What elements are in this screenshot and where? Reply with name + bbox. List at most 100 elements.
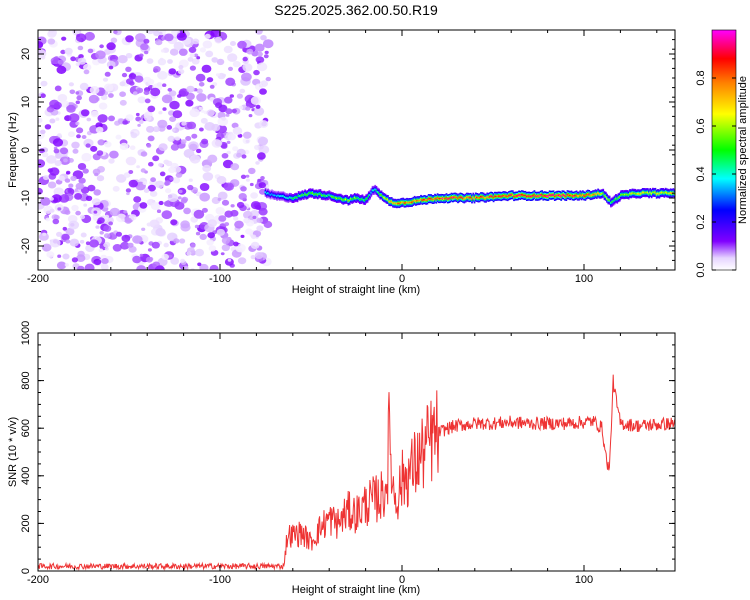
signal-cell (299, 195, 301, 197)
signal-cell (315, 193, 318, 195)
noise-blob (79, 214, 86, 220)
signal-cell (669, 192, 672, 194)
signal-cell (562, 194, 565, 196)
noise-blob (132, 255, 142, 264)
noise-blob (196, 88, 203, 94)
signal-cell (581, 194, 584, 196)
noise-blob (173, 41, 184, 51)
signal-cell (380, 194, 383, 196)
signal-cell (599, 193, 602, 195)
noise-blob (186, 121, 197, 130)
noise-blob (85, 143, 91, 148)
signal-cell (384, 197, 387, 199)
noise-blob (142, 181, 148, 185)
noise-blob (259, 88, 267, 95)
y-tick-label: 10 (20, 96, 32, 108)
noise-blob (258, 145, 270, 155)
noise-blob (68, 183, 74, 188)
noise-blob (161, 94, 173, 104)
noise-blob (93, 189, 101, 196)
signal-cell (595, 193, 598, 195)
noise-blob (140, 43, 149, 51)
signal-cell (394, 202, 397, 204)
noise-blob (180, 198, 188, 204)
signal-cell (580, 195, 583, 197)
noise-blob (108, 65, 114, 70)
noise-blob (158, 200, 164, 206)
signal-cell (638, 193, 640, 195)
signal-cell (264, 191, 267, 193)
noise-blob (224, 258, 234, 266)
signal-cell (421, 199, 424, 201)
signal-cell (276, 195, 278, 197)
noise-blob (220, 252, 225, 256)
noise-blob (100, 263, 109, 270)
noise-blob (188, 178, 193, 182)
signal-cell (584, 195, 587, 197)
signal-cell (583, 195, 585, 197)
signal-cell (342, 199, 345, 201)
noise-blob (106, 60, 116, 69)
noise-blob (109, 207, 121, 217)
noise-blob (128, 246, 137, 253)
signal-cell (322, 195, 324, 197)
noise-blob (62, 253, 70, 260)
signal-cell (450, 196, 453, 198)
noise-blob (151, 241, 160, 249)
signal-cell (379, 194, 382, 196)
signal-cell (485, 197, 487, 199)
noise-blob (68, 220, 80, 230)
noise-blob (221, 116, 227, 121)
y-tick-label: 800 (20, 371, 32, 389)
noise-blob (199, 183, 210, 191)
signal-cell (398, 203, 401, 205)
signal-cell (402, 201, 405, 203)
signal-cell (366, 197, 369, 199)
noise-blob (147, 135, 155, 142)
noise-blob (52, 218, 60, 225)
signal-cell (292, 197, 295, 200)
noise-blob (256, 225, 264, 232)
signal-cell (285, 197, 287, 199)
noise-blob (139, 253, 144, 257)
noise-blob (209, 84, 215, 89)
noise-blob (201, 138, 209, 145)
noise-blob (57, 94, 68, 102)
signal-cell (362, 199, 365, 201)
signal-cell (393, 202, 396, 204)
noise-blob (95, 50, 106, 60)
signal-cell (448, 198, 450, 200)
signal-cell (527, 195, 529, 197)
noise-blob (58, 194, 70, 203)
noise-blob (233, 241, 239, 247)
noise-blob (104, 141, 112, 148)
colorbar-ticks: 0.0 0.2 0.4 0.6 0.8 (695, 70, 736, 278)
noise-blob (166, 125, 173, 130)
signal-cell (641, 191, 644, 194)
noise-blob (38, 187, 43, 195)
noise-blob (221, 237, 230, 245)
noise-blob (123, 172, 131, 178)
signal-cell (573, 195, 575, 197)
noise-blob (150, 87, 161, 97)
noise-blob (104, 247, 109, 251)
noise-blob (148, 161, 154, 167)
noise-blob (135, 112, 140, 117)
noise-blob (245, 106, 251, 111)
noise-blob (77, 57, 87, 65)
noise-blob (167, 59, 173, 64)
signal-cell (406, 201, 408, 203)
noise-blob (256, 62, 268, 72)
noise-blob (231, 108, 237, 114)
signal-cell (273, 194, 276, 196)
signal-cell (629, 193, 631, 195)
colorbar-tick-label: 0.2 (695, 214, 707, 229)
noise-blob (139, 202, 148, 209)
signal-cell (654, 191, 657, 193)
noise-blob (147, 78, 155, 85)
signal-cell (481, 196, 484, 198)
noise-blob (49, 99, 60, 109)
signal-cell (323, 194, 326, 196)
noise-blob (97, 139, 105, 146)
signal-cell (494, 195, 496, 197)
